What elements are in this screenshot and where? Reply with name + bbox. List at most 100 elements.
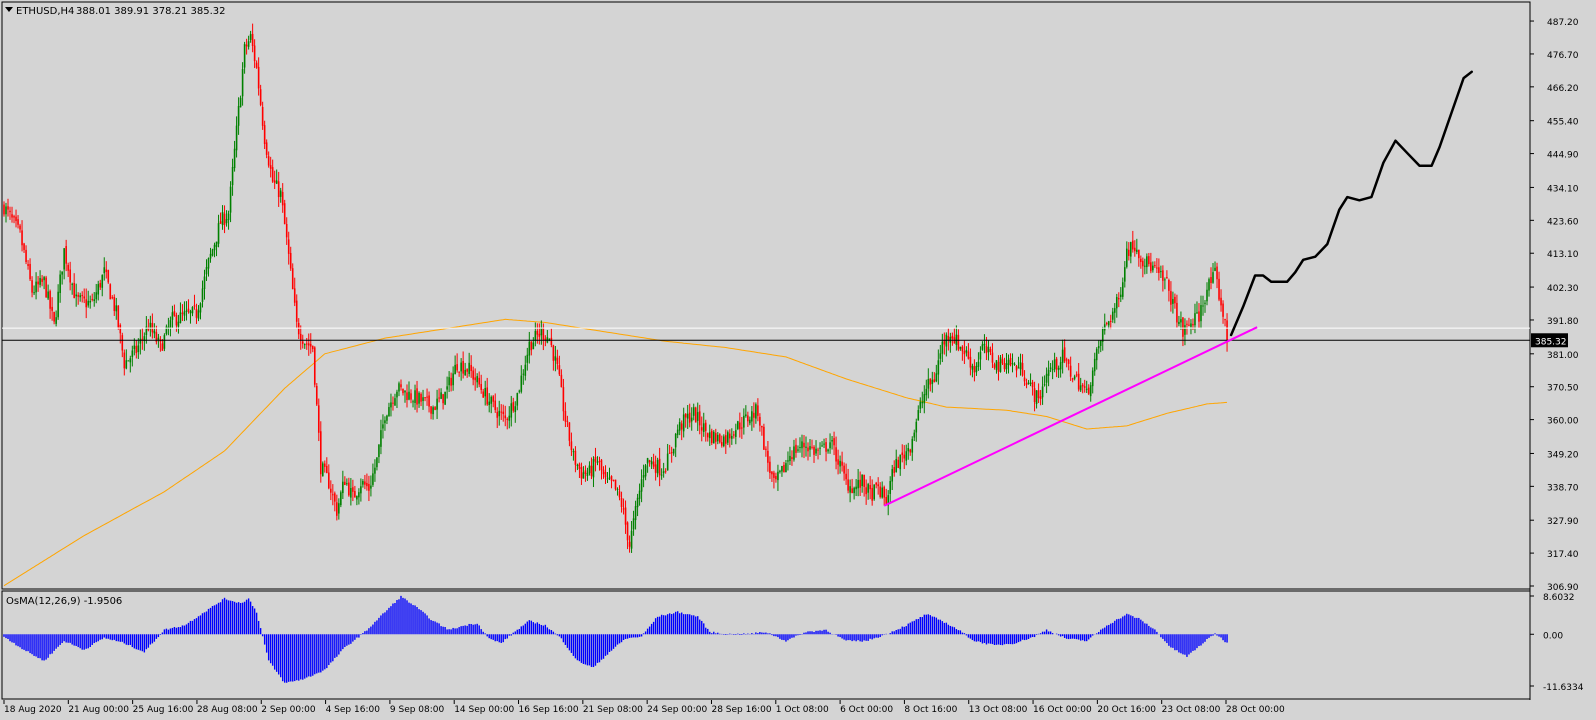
candle bbox=[382, 414, 384, 439]
projection-path bbox=[1229, 70, 1473, 337]
candle bbox=[893, 460, 896, 477]
candle bbox=[1019, 353, 1022, 376]
candle bbox=[442, 393, 444, 410]
candle bbox=[177, 314, 180, 334]
candle bbox=[905, 444, 908, 466]
candle bbox=[317, 398, 320, 442]
candle bbox=[1027, 380, 1030, 385]
time-tick-label: 14 Sep 00:00 bbox=[454, 705, 514, 715]
candle bbox=[899, 454, 902, 476]
candle bbox=[568, 422, 571, 447]
candle bbox=[283, 199, 286, 225]
candle bbox=[658, 447, 661, 487]
candle bbox=[426, 388, 428, 406]
candle bbox=[1083, 379, 1086, 393]
candle bbox=[648, 459, 651, 467]
candle bbox=[149, 315, 152, 337]
projection-layer bbox=[1229, 70, 1473, 337]
candle bbox=[183, 301, 186, 322]
candle bbox=[530, 341, 533, 356]
candle bbox=[444, 391, 446, 406]
candle bbox=[7, 198, 9, 217]
candle bbox=[1208, 277, 1210, 297]
candle bbox=[562, 378, 565, 421]
candle bbox=[963, 340, 966, 365]
candle bbox=[911, 436, 914, 461]
candle bbox=[672, 448, 675, 456]
candle bbox=[145, 316, 148, 344]
time-axis[interactable]: 18 Aug 2020 21 Aug 00:00 25 Aug 16:00 28 Au… bbox=[3, 700, 1285, 715]
candle bbox=[372, 463, 374, 487]
candle bbox=[229, 181, 232, 223]
candle bbox=[859, 471, 861, 496]
candle bbox=[482, 388, 484, 399]
trendline[interactable] bbox=[883, 326, 1258, 507]
candle bbox=[406, 384, 408, 408]
candle bbox=[354, 485, 356, 498]
candle bbox=[1101, 326, 1104, 351]
candle bbox=[1087, 384, 1090, 396]
candle bbox=[849, 479, 851, 503]
candle bbox=[502, 404, 505, 422]
candle bbox=[967, 343, 970, 360]
candle bbox=[1152, 261, 1154, 273]
candle bbox=[805, 436, 807, 457]
candle bbox=[498, 400, 501, 426]
candle bbox=[173, 304, 176, 317]
candle bbox=[632, 510, 635, 536]
candle bbox=[416, 380, 418, 413]
candle bbox=[263, 120, 266, 150]
trendline-layer[interactable] bbox=[883, 326, 1258, 507]
candle bbox=[534, 322, 537, 347]
candle bbox=[606, 472, 609, 484]
candle bbox=[9, 206, 11, 220]
candle bbox=[867, 482, 869, 500]
candle bbox=[1011, 353, 1014, 373]
candle bbox=[350, 478, 352, 506]
candle bbox=[1023, 370, 1026, 386]
price-axis[interactable]: 487.20 476.70 466.20 455.40 444.90 434.10 423.… bbox=[1530, 18, 1579, 593]
time-tick-label: 28 Aug 08:00 bbox=[197, 705, 258, 715]
candle bbox=[107, 269, 110, 284]
candle bbox=[89, 295, 92, 309]
candle bbox=[977, 352, 980, 371]
candle bbox=[1178, 315, 1180, 327]
candle bbox=[1051, 360, 1054, 380]
candle bbox=[291, 263, 294, 290]
candle bbox=[731, 428, 733, 445]
candle bbox=[939, 344, 942, 365]
candle bbox=[13, 214, 15, 224]
candle bbox=[556, 349, 559, 370]
candle bbox=[885, 488, 887, 505]
candle bbox=[123, 349, 126, 376]
candle bbox=[384, 416, 386, 431]
candle bbox=[466, 368, 468, 378]
candle bbox=[1176, 294, 1178, 328]
candle bbox=[739, 412, 741, 438]
candle bbox=[147, 318, 150, 332]
candle bbox=[193, 294, 196, 310]
candle bbox=[761, 425, 763, 436]
candle bbox=[245, 38, 248, 55]
candle bbox=[907, 442, 910, 460]
candle bbox=[1150, 252, 1152, 274]
candle bbox=[620, 491, 623, 513]
candle bbox=[558, 355, 561, 376]
dropdown-triangle-icon[interactable] bbox=[5, 7, 13, 12]
candle bbox=[506, 417, 509, 430]
candle bbox=[219, 212, 222, 224]
candle bbox=[961, 345, 964, 361]
price-tick-label: 413.10 bbox=[1547, 250, 1579, 260]
candle bbox=[1146, 253, 1148, 274]
candle bbox=[989, 346, 992, 356]
candle bbox=[45, 275, 47, 298]
candle bbox=[600, 459, 603, 480]
candle bbox=[265, 139, 268, 159]
candle bbox=[1216, 262, 1218, 289]
candle bbox=[702, 412, 705, 437]
candle bbox=[87, 290, 90, 308]
time-tick-label: 2 Sep 00:00 bbox=[261, 705, 316, 715]
candle bbox=[227, 210, 230, 230]
candle bbox=[564, 402, 567, 428]
